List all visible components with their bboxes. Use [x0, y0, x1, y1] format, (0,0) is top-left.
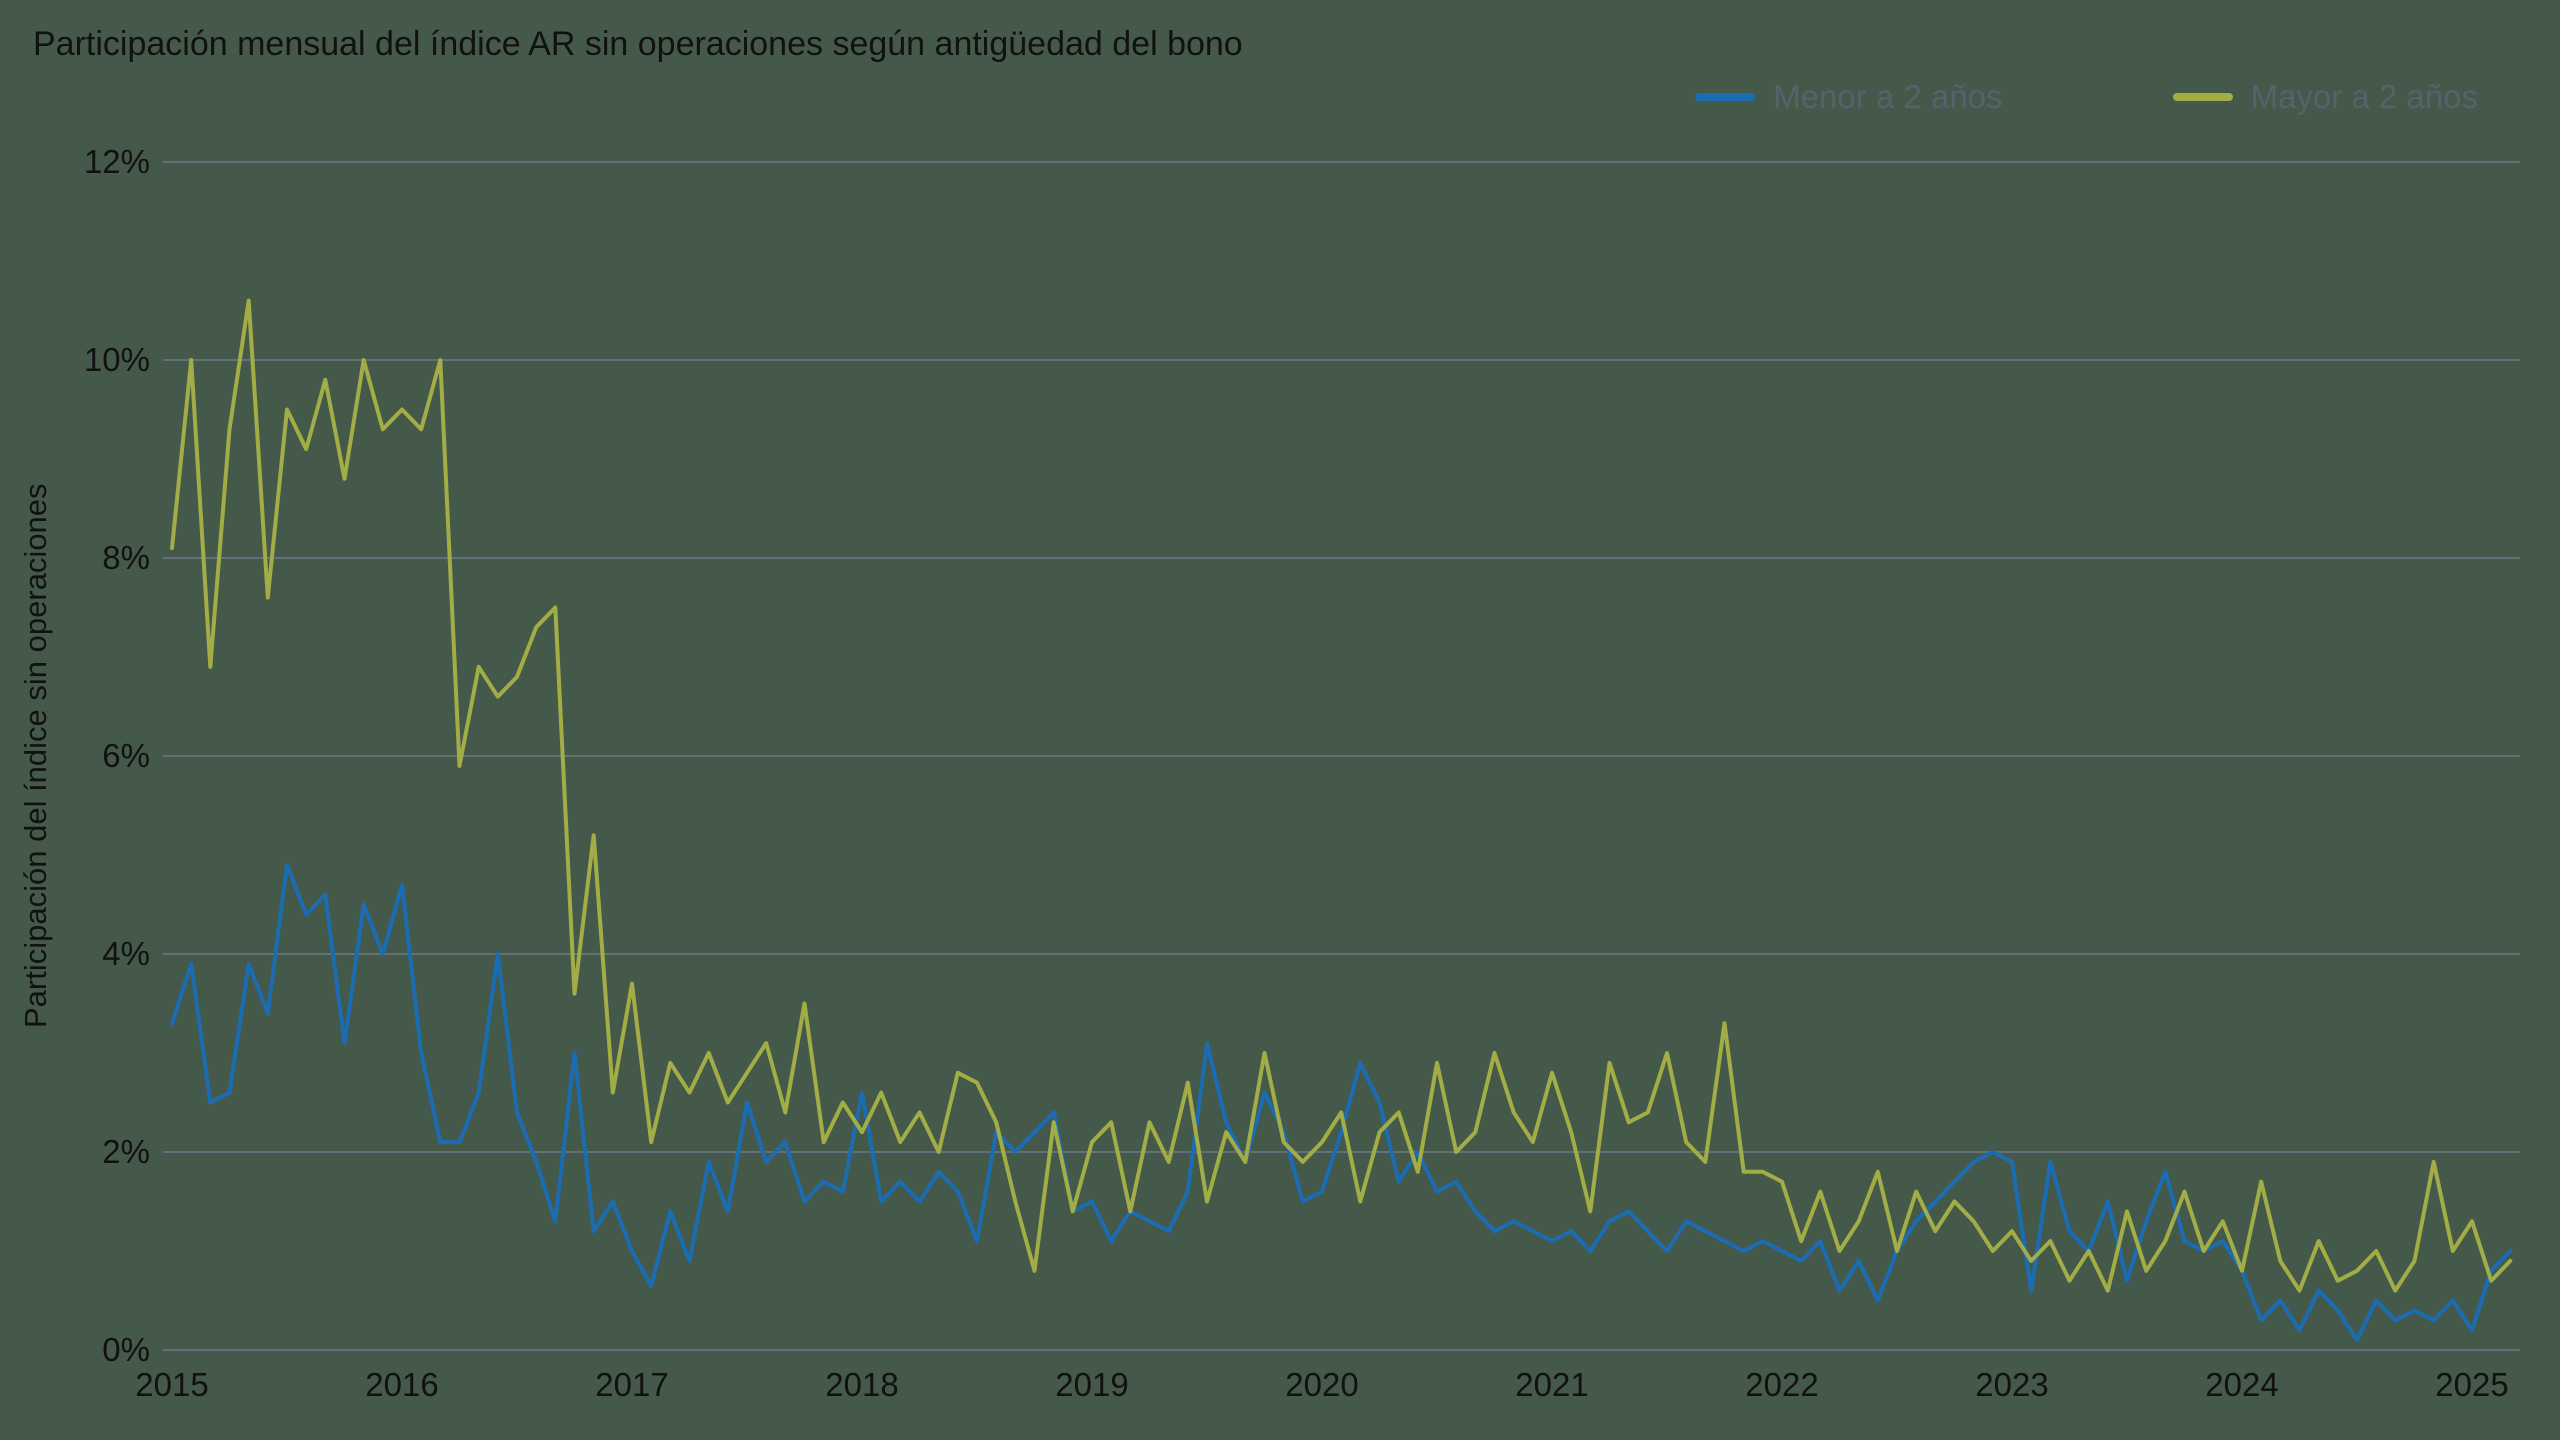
- legend-item-menor-a-2-anos: Menor a 2 años: [1695, 78, 2003, 116]
- x-tick-label: 2020: [1285, 1366, 1358, 1403]
- x-tick-label: 2017: [595, 1366, 668, 1403]
- x-tick-label: 2015: [135, 1366, 208, 1403]
- y-tick-label: 10%: [84, 341, 150, 378]
- legend-label-mayor: Mayor a 2 años: [2250, 78, 2478, 115]
- x-tick-label: 2021: [1515, 1366, 1588, 1403]
- y-tick-label: 4%: [102, 935, 150, 972]
- series-line-1: [170, 298, 2513, 1293]
- x-tick-label: 2024: [2205, 1366, 2278, 1403]
- y-tick-label: 2%: [102, 1133, 150, 1170]
- chart-title: Participación mensual del índice AR sin …: [33, 25, 1243, 63]
- y-tick-label: 8%: [102, 539, 150, 576]
- legend-swatch-0: [1695, 93, 1756, 101]
- y-tick-label: 12%: [84, 143, 150, 180]
- legend: Menor a 2 años Mayor a 2 años: [1695, 78, 2478, 116]
- x-tick-label: 2018: [825, 1366, 898, 1403]
- legend-label-menor: Menor a 2 años: [1773, 78, 2003, 115]
- legend-swatch-1: [2172, 93, 2233, 101]
- y-tick-label: 6%: [102, 737, 150, 774]
- x-tick-label: 2022: [1745, 1366, 1818, 1403]
- x-tick-label: 2016: [365, 1366, 438, 1403]
- x-tick-label: 2019: [1055, 1366, 1128, 1403]
- legend-item-mayor-a-2-anos: Mayor a 2 años: [2172, 78, 2478, 116]
- x-tick-label: 2023: [1975, 1366, 2048, 1403]
- series-line-0: [170, 862, 2513, 1343]
- y-tick-label: 0%: [102, 1331, 150, 1368]
- x-tick-label: 2025: [2435, 1366, 2508, 1403]
